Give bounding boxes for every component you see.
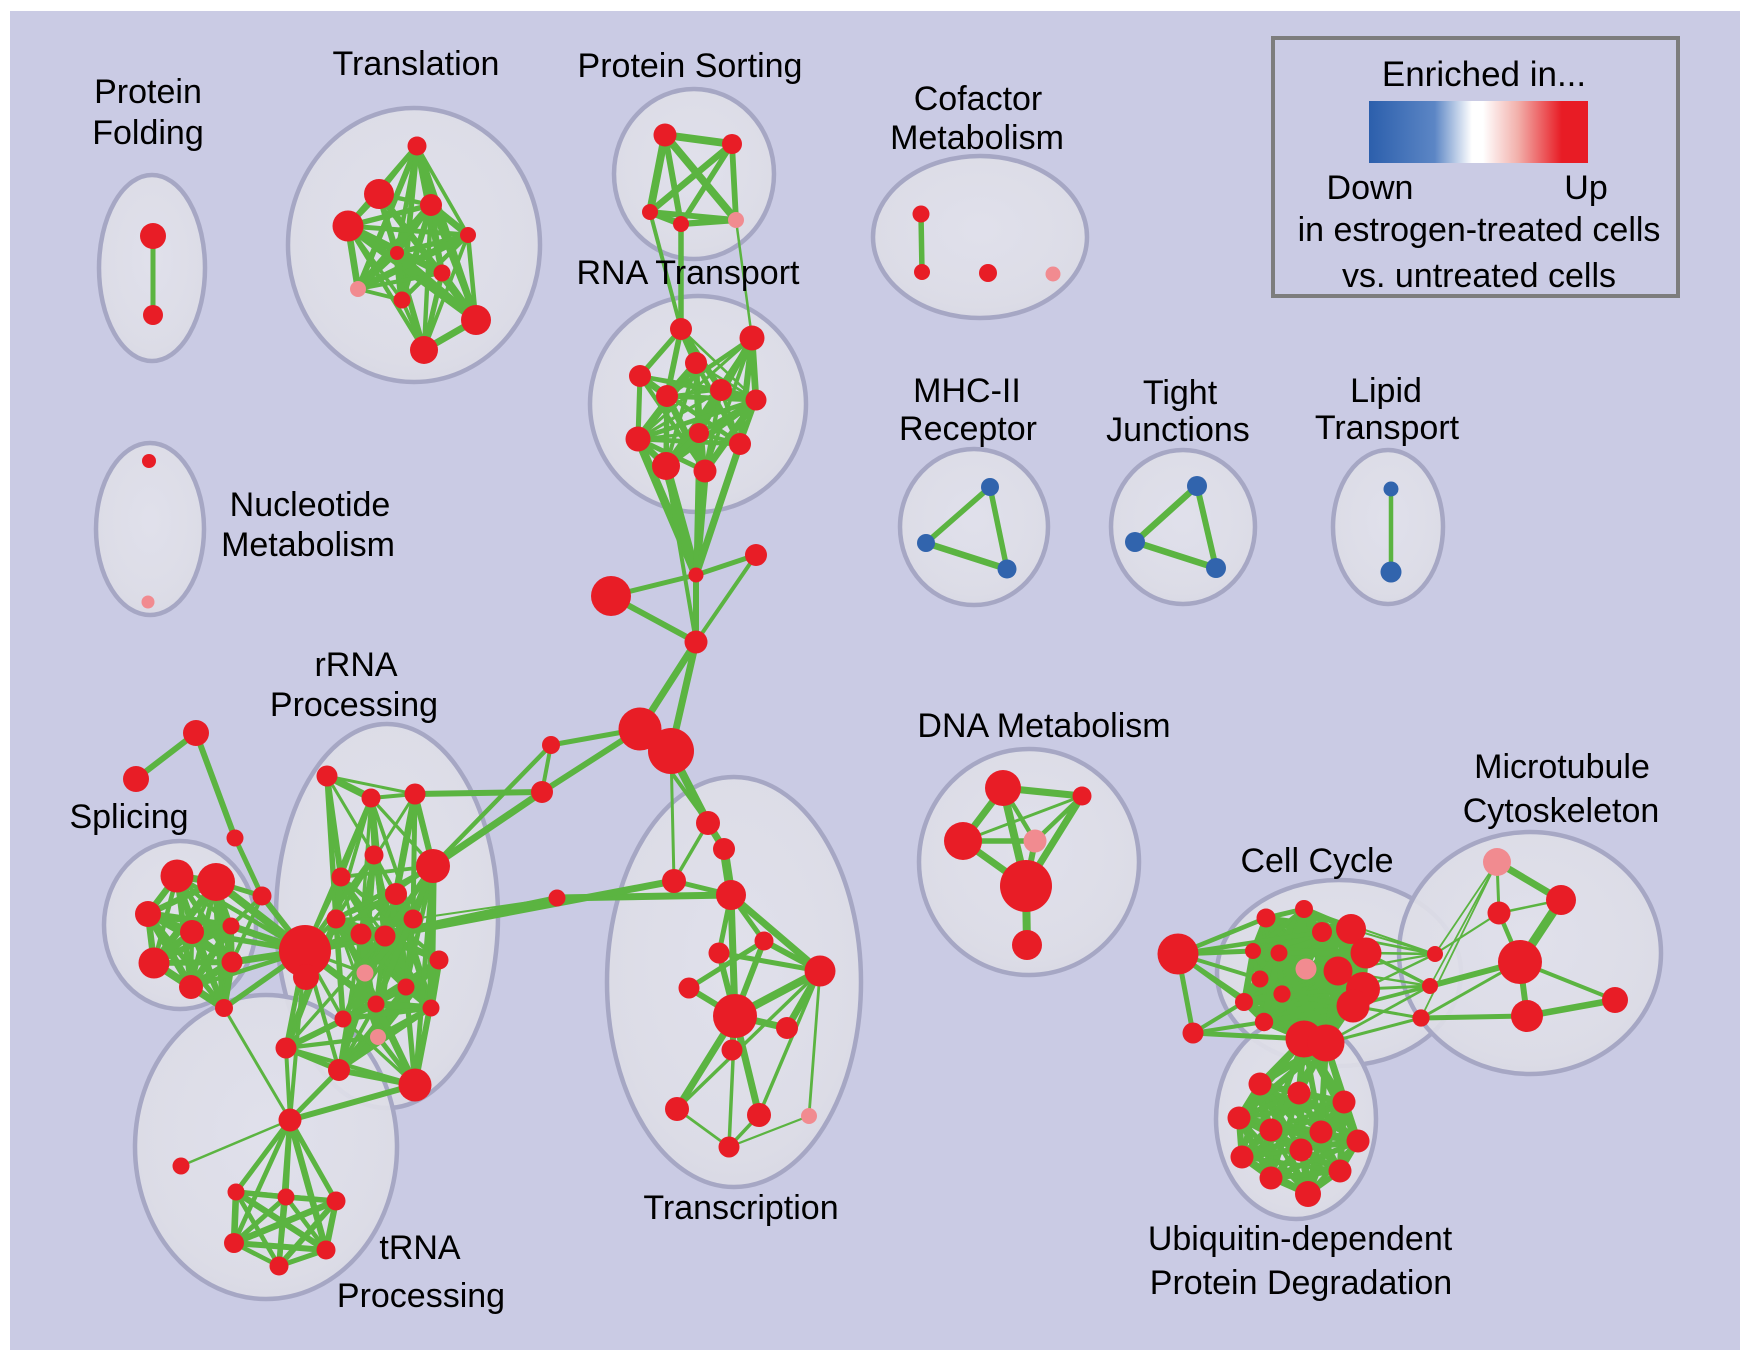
svg-text:in estrogen-treated cells: in estrogen-treated cells: [1298, 211, 1661, 249]
svg-text:Up: Up: [1564, 169, 1607, 207]
svg-text:Cofactor: Cofactor: [914, 80, 1043, 118]
svg-text:Processing: Processing: [270, 686, 438, 724]
svg-text:rRNA: rRNA: [314, 646, 397, 684]
svg-text:Ubiquitin-dependent: Ubiquitin-dependent: [1148, 1220, 1453, 1258]
svg-text:Transport: Transport: [1315, 409, 1460, 447]
svg-text:Cytoskeleton: Cytoskeleton: [1463, 792, 1660, 830]
svg-text:Folding: Folding: [92, 114, 204, 152]
svg-text:Junctions: Junctions: [1106, 411, 1250, 449]
svg-text:Translation: Translation: [333, 45, 500, 83]
svg-text:vs. untreated cells: vs. untreated cells: [1342, 257, 1616, 295]
svg-text:Metabolism: Metabolism: [890, 119, 1064, 157]
svg-text:RNA Transport: RNA Transport: [577, 254, 801, 292]
svg-text:Processing: Processing: [337, 1277, 505, 1315]
svg-text:Splicing: Splicing: [69, 798, 188, 836]
svg-text:Receptor: Receptor: [899, 410, 1037, 448]
svg-text:DNA Metabolism: DNA Metabolism: [917, 707, 1170, 745]
svg-text:Protein Degradation: Protein Degradation: [1150, 1264, 1452, 1302]
svg-text:Transcription: Transcription: [643, 1189, 838, 1227]
svg-text:Tight: Tight: [1143, 374, 1218, 412]
svg-text:Enriched in...: Enriched in...: [1382, 55, 1586, 94]
svg-text:Protein: Protein: [94, 73, 202, 111]
svg-text:Metabolism: Metabolism: [221, 526, 395, 564]
svg-text:Microtubule: Microtubule: [1474, 748, 1650, 786]
svg-text:Lipid: Lipid: [1350, 372, 1422, 410]
svg-text:Down: Down: [1327, 169, 1414, 207]
svg-text:MHC-II: MHC-II: [913, 372, 1021, 410]
svg-text:tRNA: tRNA: [379, 1229, 461, 1267]
svg-text:Cell Cycle: Cell Cycle: [1240, 842, 1393, 880]
svg-text:Protein Sorting: Protein Sorting: [578, 47, 803, 85]
svg-text:Nucleotide: Nucleotide: [230, 486, 391, 524]
